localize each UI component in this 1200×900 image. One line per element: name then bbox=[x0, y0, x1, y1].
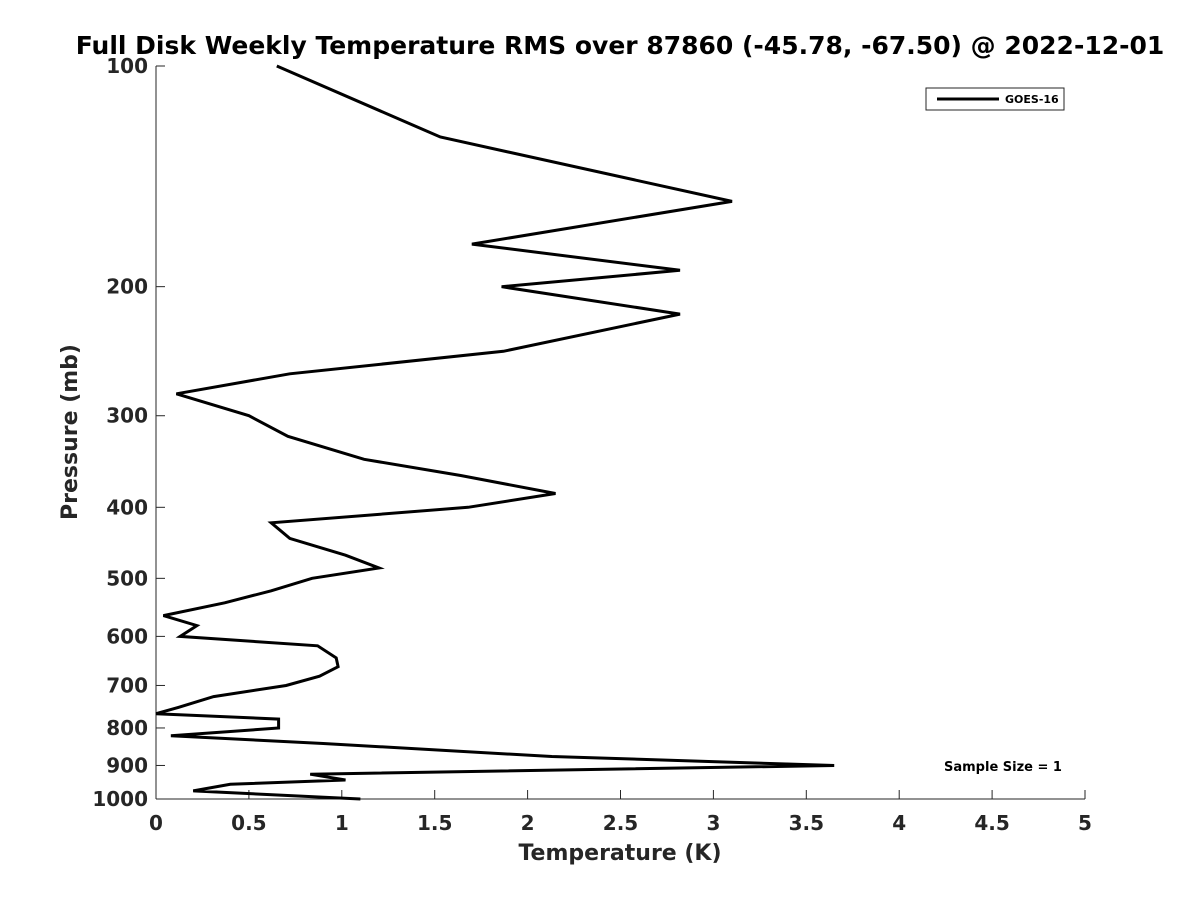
y-tick-label: 900 bbox=[106, 753, 148, 777]
sample-size-annotation: Sample Size = 1 bbox=[944, 760, 1062, 775]
x-tick-label: 5 bbox=[1078, 811, 1092, 835]
y-axis-ticks: 100 200 300 400 500 600 700 800 900 1000 bbox=[92, 54, 165, 811]
y-tick-label: 600 bbox=[106, 624, 148, 648]
x-axis-ticks: 0 0.5 1 1.5 2 2.5 3 3.5 4 4.5 5 bbox=[149, 790, 1092, 835]
y-tick-label: 1000 bbox=[92, 787, 148, 811]
x-tick-label: 2.5 bbox=[603, 811, 638, 835]
x-tick-label: 4.5 bbox=[974, 811, 1009, 835]
x-tick-label: 0.5 bbox=[231, 811, 266, 835]
y-tick-label: 400 bbox=[106, 495, 148, 519]
y-tick-label: 800 bbox=[106, 716, 148, 740]
y-axis-label: Pressure (mb) bbox=[58, 344, 83, 520]
series-layer bbox=[155, 64, 835, 801]
x-tick-label: 2 bbox=[521, 811, 535, 835]
legend-entry: GOES-16 bbox=[1005, 93, 1059, 106]
y-tick-label: 300 bbox=[106, 404, 148, 428]
y-tick-label: 100 bbox=[106, 54, 148, 78]
x-tick-label: 4 bbox=[892, 811, 906, 835]
x-axis-label: Temperature (K) bbox=[518, 841, 721, 866]
y-tick-label: 500 bbox=[106, 566, 148, 590]
y-tick-label: 700 bbox=[106, 673, 148, 697]
x-tick-label: 3 bbox=[706, 811, 720, 835]
x-tick-label: 0 bbox=[149, 811, 163, 835]
chart-title: Full Disk Weekly Temperature RMS over 87… bbox=[76, 31, 1165, 60]
y-tick-label: 200 bbox=[106, 275, 148, 299]
x-tick-label: 1.5 bbox=[417, 811, 452, 835]
x-tick-label: 1 bbox=[335, 811, 349, 835]
series-line-goes-16 bbox=[155, 64, 835, 801]
legend: GOES-16 bbox=[925, 87, 1065, 111]
x-tick-label: 3.5 bbox=[789, 811, 824, 835]
